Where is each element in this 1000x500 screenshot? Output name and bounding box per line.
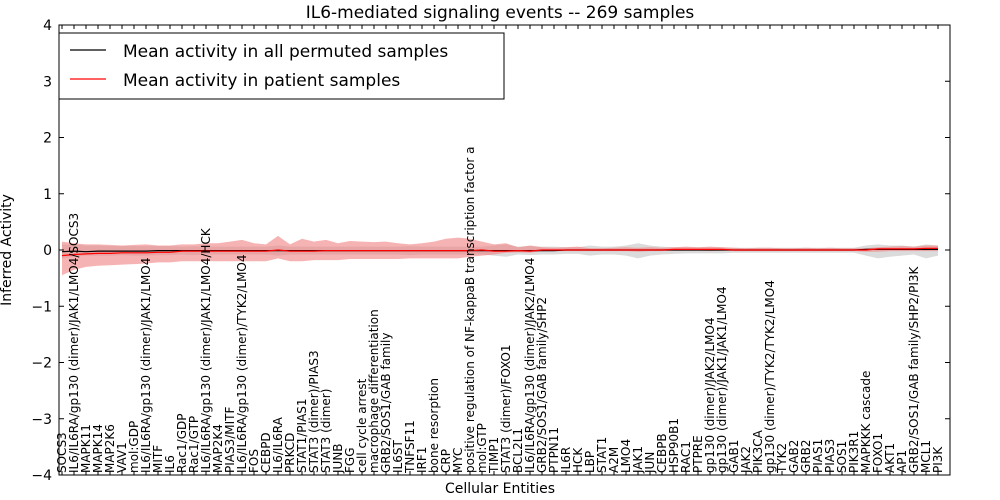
- x-tick-label: STAT3 (dimer): [319, 389, 333, 473]
- x-tick-label: Rac1/GTP: [187, 416, 201, 473]
- x-tick-label: LMO4: [619, 439, 633, 473]
- x-tick-label: GAB2: [787, 440, 801, 473]
- x-tick-label: gp130 (dimer)/JAK2/LMO4: [703, 317, 717, 473]
- x-tick-label: bone resorption: [427, 378, 441, 473]
- x-tick-label: IRF1: [415, 447, 429, 473]
- x-tick-label: Rac1/GDP: [175, 414, 189, 473]
- x-tick-label: GRB2/SOS1/GAB family: [379, 333, 393, 474]
- x-tick-label: MITF: [151, 445, 165, 473]
- x-tick-label: PRKCD: [283, 433, 297, 473]
- x-tick-label: IL6/IL6RA/gp130 (dimer)/TYK2/LMO4: [235, 254, 249, 473]
- x-tick-label: MAP2K4: [211, 424, 225, 473]
- x-tick-label: MAPKKK cascade: [859, 371, 873, 473]
- y-tick-label: −4: [31, 468, 52, 484]
- band-series-1: [62, 235, 938, 276]
- x-tick-label: CEBPD: [259, 432, 273, 473]
- x-tick-label: gp130 (dimer)/JAK1/JAK1/LMO4: [715, 286, 729, 473]
- x-tick-label: JUNB: [331, 443, 345, 474]
- x-tick-label: STAT1/PIAS1: [295, 398, 309, 473]
- y-tick-label: −1: [31, 299, 52, 315]
- x-tick-label: PIAS1: [811, 439, 825, 473]
- x-tick-label: PTPRE: [691, 435, 705, 473]
- x-tick-label: PIAS3/MITF: [223, 406, 237, 473]
- x-tick-label: PTPN11: [547, 427, 561, 473]
- chart-title: IL6-mediated signaling events -- 269 sam…: [306, 3, 695, 23]
- legend-box: [58, 32, 505, 100]
- x-tick-label: IL6R: [559, 447, 573, 473]
- x-tick-label: MAPK11: [79, 424, 93, 473]
- x-tick-label: IL6/IL6RA/gp130 (dimer)/JAK1/LMO4/HCK: [199, 227, 213, 473]
- x-tick-label: CEBPB: [655, 433, 669, 473]
- y-tick-label: −2: [31, 356, 52, 372]
- y-axis-label: Inferred Activity: [0, 194, 15, 306]
- x-tick-label: PIAS3: [823, 439, 837, 473]
- x-tick-label: TIMP1: [487, 437, 501, 474]
- x-tick-label: positive regulation of NF-kappaB transcr…: [463, 147, 477, 473]
- x-tick-label: A2M: [607, 447, 621, 473]
- x-tick-label: cell cycle arrest: [355, 378, 369, 473]
- bands-layer: [62, 235, 938, 276]
- legend-label-permuted: Mean activity in all permuted samples: [123, 42, 448, 62]
- x-tick-label: IL6/IL6RA: [271, 416, 285, 473]
- x-tick-label: mol:GDP: [127, 421, 141, 473]
- legend: Mean activity in all permuted samples Me…: [58, 32, 505, 100]
- x-tick-label: TNFSF11: [403, 420, 417, 474]
- x-tick-label: gp130 (dimer)/TYK2/TYK2/LMO4: [763, 280, 777, 473]
- x-tick-label: MYC: [451, 448, 465, 473]
- x-tick-label: HCK: [571, 447, 585, 473]
- x-tick-label: FOS: [247, 449, 261, 473]
- y-tick-label: 4: [43, 18, 52, 34]
- x-tick-label: FOXO1: [871, 433, 885, 473]
- x-tick-label: CRP: [439, 449, 453, 473]
- x-tick-label: STAT1: [595, 437, 609, 473]
- x-tick-label: GRB2/SOS1/GAB family/SHP2/PI3K: [907, 265, 921, 473]
- x-tick-label: PI3K: [931, 446, 945, 473]
- x-tick-label: IL6/IL6RA/gp130 (dimer)/JAK2/LMO4: [523, 258, 537, 473]
- x-tick-label: IL6: [163, 455, 177, 473]
- x-tick-label: MAP2K6: [103, 424, 117, 473]
- x-tick-label: JUN: [643, 452, 657, 474]
- x-tick-label: STAT3 (dimer)/FOXO1: [499, 344, 513, 473]
- x-axis-label: Cellular Entities: [445, 481, 555, 497]
- x-tick-label: MAPK14: [91, 424, 105, 473]
- x-tick-label: IL6ST: [391, 440, 405, 473]
- x-tick-label: FGG: [343, 448, 357, 474]
- y-tick-label: 1: [43, 187, 52, 203]
- y-ticks: −4 −3 −2 −1 0 1 2 3 4: [31, 18, 950, 484]
- y-tick-label: 3: [43, 74, 52, 90]
- x-tick-label: IL6/IL6RA/gp130 (dimer)/JAK1/LMO4: [139, 258, 153, 473]
- x-tick-label: TYK2: [775, 443, 789, 474]
- x-tick-label: JAK2: [739, 446, 753, 474]
- x-tick-label: HSP90B1: [667, 418, 681, 473]
- x-tick-label: VAV1: [115, 442, 129, 473]
- y-tick-label: 0: [43, 243, 52, 259]
- y-tick-label: −3: [31, 412, 52, 428]
- x-tick-label: RAC1: [679, 441, 693, 473]
- x-tick-label: AKT1: [883, 443, 897, 473]
- legend-label-patient: Mean activity in patient samples: [123, 71, 400, 91]
- x-tick-label: JAK1: [631, 446, 645, 474]
- x-tick-label: BCL2L1: [511, 428, 525, 473]
- x-tick-label: GRB2/SOS1/GAB family/SHP2: [535, 297, 549, 473]
- x-tick-label: macrophage differentiation: [367, 309, 381, 473]
- x-tick-label: SOCS3: [55, 432, 69, 473]
- lines-layer: [61, 247, 938, 257]
- x-tick-label: SOS1: [835, 441, 849, 473]
- x-tick-label: PIK3CA: [751, 429, 765, 473]
- x-tick-label: PIK3R1: [847, 431, 861, 473]
- x-tick-label: mol:GTP: [475, 423, 489, 473]
- x-tick-label: STAT3 (dimer)/PIAS3: [307, 350, 321, 473]
- x-tick-label: AP1: [895, 450, 909, 473]
- x-tick-label: GRB2: [799, 439, 813, 473]
- x-tick-label: GAB1: [727, 440, 741, 473]
- x-tick-label: IL6/IL6RA/gp130 (dimer)/JAK1/LMO4/SOCS3: [67, 213, 81, 473]
- line-series-1: [61, 247, 938, 257]
- y-tick-label: 2: [43, 131, 52, 147]
- x-tick-label: LBP: [583, 451, 597, 473]
- x-tick-label: MCL1: [919, 440, 933, 473]
